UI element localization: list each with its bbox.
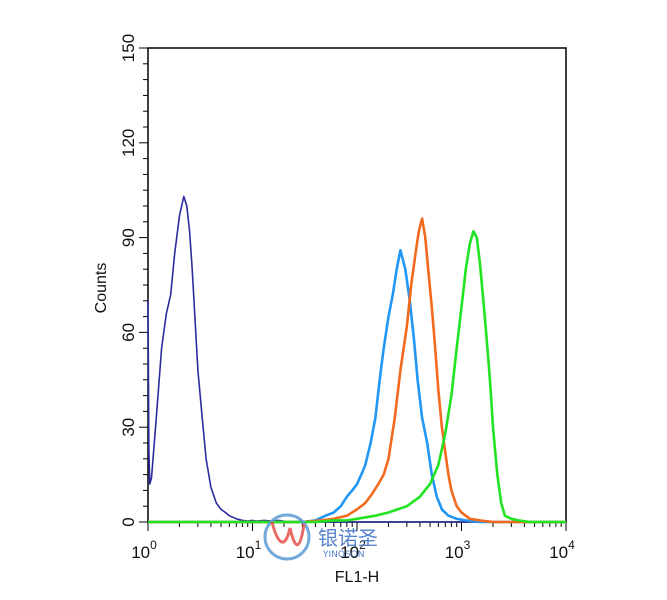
series-line-3 <box>148 217 566 524</box>
y-tick-label: 90 <box>119 228 138 247</box>
y-tick-label: 150 <box>119 34 138 62</box>
y-tick-label: 60 <box>119 323 138 342</box>
series-line-4 <box>148 230 566 524</box>
y-tick-label: 30 <box>119 418 138 437</box>
y-axis-label: Counts <box>93 263 110 314</box>
series-line-2 <box>148 248 566 524</box>
x-tick-label: 102 <box>340 538 366 562</box>
x-axis-label: FL1-H <box>335 569 379 586</box>
x-tick-label: 104 <box>549 538 575 562</box>
y-tick-label: 120 <box>119 129 138 157</box>
watermark-logo: 银诺圣 YINOSON <box>263 513 378 561</box>
watermark-chinese-name: 银诺圣 <box>318 526 378 550</box>
x-tick-label: 100 <box>131 538 157 562</box>
y-tick-label: 0 <box>119 517 138 526</box>
y-axis-ticks: 0 30 60 90 120 150 <box>119 34 148 527</box>
histogram-series <box>147 195 566 524</box>
watermark-logo-wave <box>270 521 306 547</box>
x-axis-ticks: 100 101 102 103 104 <box>131 522 575 562</box>
x-tick-label: 103 <box>445 538 471 562</box>
watermark-logo-circle <box>263 513 311 561</box>
series-line-1 <box>147 195 566 523</box>
x-tick-label: 101 <box>236 538 262 562</box>
watermark-latin-name: YINOSON <box>322 550 365 560</box>
plot-frame <box>147 47 567 523</box>
